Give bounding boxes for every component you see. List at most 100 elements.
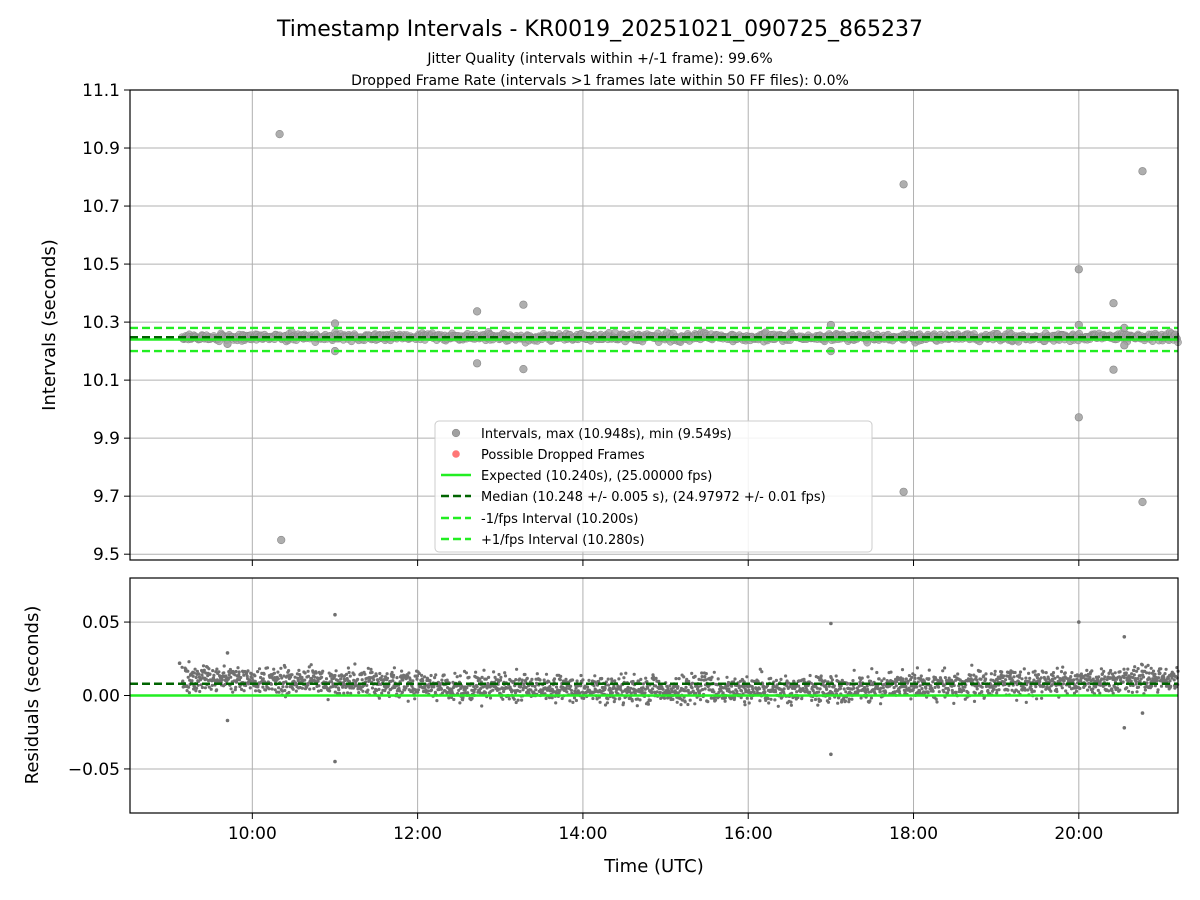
residual-point bbox=[510, 689, 514, 693]
residual-point bbox=[1113, 671, 1117, 675]
residual-point bbox=[237, 673, 241, 677]
residual-point bbox=[817, 690, 821, 694]
residual-point bbox=[276, 677, 280, 681]
residual-point bbox=[676, 685, 680, 689]
residual-point bbox=[180, 665, 184, 669]
residual-point bbox=[635, 704, 639, 708]
residual-point bbox=[1121, 680, 1125, 684]
residual-point bbox=[686, 688, 690, 692]
residual-point bbox=[1085, 668, 1089, 673]
residual-point bbox=[1134, 679, 1138, 683]
residual-point bbox=[784, 674, 788, 678]
residual-point bbox=[956, 672, 960, 676]
residual-point bbox=[408, 677, 412, 682]
residual-point bbox=[280, 676, 284, 680]
x-tick-label: 12:00 bbox=[393, 824, 442, 844]
residual-point bbox=[415, 677, 419, 681]
residual-point bbox=[548, 684, 552, 689]
intervals-y-axis-label: Intervals (seconds) bbox=[39, 239, 60, 411]
residual-point bbox=[217, 670, 221, 674]
residual-point bbox=[693, 674, 697, 679]
residual-point bbox=[416, 688, 421, 692]
residual-point bbox=[1039, 676, 1043, 680]
residual-point bbox=[852, 668, 856, 672]
residual-point bbox=[334, 669, 338, 673]
residual-point bbox=[513, 691, 518, 695]
residual-point bbox=[764, 698, 768, 703]
residual-point bbox=[972, 699, 977, 704]
intervals-legend: Intervals, max (10.948s), min (9.549s) P… bbox=[434, 420, 873, 553]
residual-point bbox=[200, 685, 204, 690]
residual-point bbox=[747, 688, 751, 692]
residual-point bbox=[349, 691, 353, 695]
residual-point bbox=[484, 691, 488, 695]
residual-point bbox=[851, 679, 855, 683]
residual-point bbox=[346, 666, 350, 670]
y-tick-label: 10.5 bbox=[82, 255, 120, 275]
residual-point bbox=[646, 686, 650, 690]
residual-point bbox=[1125, 686, 1129, 690]
residual-point bbox=[558, 678, 562, 682]
residual-point bbox=[989, 672, 994, 676]
residual-point bbox=[190, 679, 194, 683]
residual-point bbox=[644, 676, 648, 680]
residual-point bbox=[1135, 669, 1139, 673]
residual-point bbox=[674, 677, 678, 681]
y-tick-label: 9.9 bbox=[93, 429, 120, 449]
residual-point bbox=[1059, 670, 1064, 674]
interval-outlier-point bbox=[1120, 341, 1129, 350]
residual-point bbox=[690, 671, 694, 676]
residual-point bbox=[1158, 671, 1162, 676]
residual-point bbox=[309, 663, 313, 667]
residual-point bbox=[900, 668, 905, 672]
residual-point bbox=[515, 667, 519, 671]
residual-point bbox=[762, 687, 766, 691]
residual-point bbox=[1132, 668, 1136, 673]
residual-point bbox=[277, 690, 281, 694]
residual-point bbox=[502, 689, 506, 694]
intervals-plot: 11.1 10.9 10.7 10.5 10.3 10.1 9.9 9.7 9.5 Interv… bbox=[39, 81, 1182, 566]
residual-point bbox=[927, 677, 931, 681]
residual-point bbox=[250, 676, 254, 680]
residual-outlier-point bbox=[829, 621, 833, 626]
residual-point bbox=[941, 669, 945, 673]
residual-point bbox=[208, 672, 212, 676]
residual-point bbox=[802, 677, 806, 682]
residual-point bbox=[387, 691, 391, 695]
residual-point bbox=[879, 702, 883, 706]
residual-point bbox=[745, 696, 749, 700]
residual-point bbox=[699, 684, 703, 688]
residual-outlier-point bbox=[829, 752, 833, 757]
residual-point bbox=[234, 685, 238, 689]
residual-point bbox=[554, 701, 558, 705]
residual-point bbox=[629, 691, 633, 695]
residual-point bbox=[1032, 689, 1036, 693]
residual-point bbox=[370, 686, 375, 690]
residual-point bbox=[789, 700, 793, 704]
residual-point bbox=[233, 688, 237, 692]
residual-point bbox=[909, 697, 913, 701]
residual-point bbox=[390, 670, 394, 675]
residual-point bbox=[534, 688, 538, 692]
residual-point bbox=[434, 673, 438, 677]
residual-point bbox=[1020, 677, 1024, 681]
residual-point bbox=[421, 679, 425, 683]
residual-point bbox=[333, 690, 337, 694]
residual-point bbox=[308, 687, 312, 691]
residual-point bbox=[347, 670, 351, 675]
residual-point bbox=[344, 672, 349, 677]
residual-point bbox=[261, 677, 265, 681]
residual-point bbox=[839, 684, 843, 688]
residual-point bbox=[479, 687, 483, 691]
residual-point bbox=[212, 673, 216, 678]
legend-label-median: Median (10.248 +/- 0.005 s), (24.97972 +… bbox=[481, 490, 826, 505]
residual-point bbox=[470, 696, 474, 701]
legend-label-intervals: Intervals, max (10.948s), min (9.549s) bbox=[481, 427, 732, 442]
residual-point bbox=[693, 702, 697, 706]
residual-point bbox=[758, 667, 762, 671]
residual-point bbox=[262, 672, 266, 676]
residual-point bbox=[924, 686, 928, 690]
residual-point bbox=[676, 691, 680, 695]
residual-point bbox=[1002, 674, 1006, 678]
residual-point bbox=[606, 677, 610, 681]
